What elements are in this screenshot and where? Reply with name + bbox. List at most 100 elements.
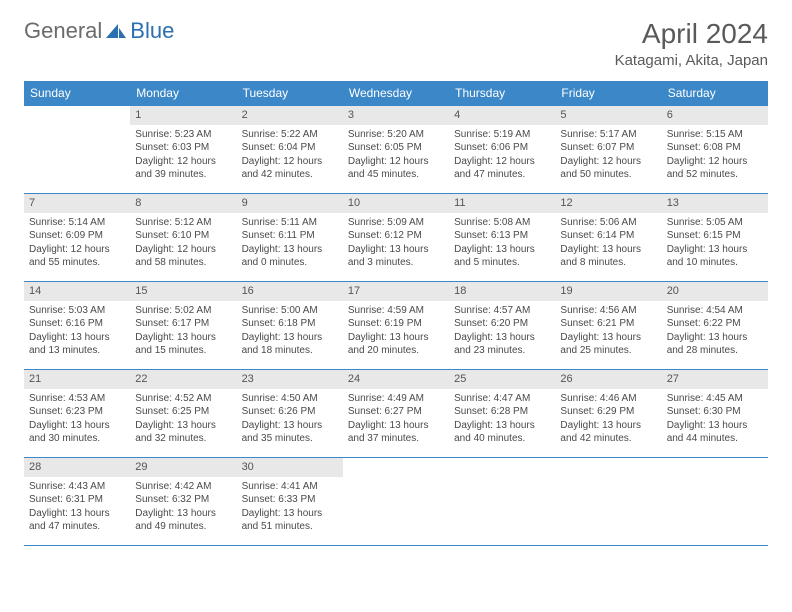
calendar-day-cell: 16 Sunrise: 5:00 AM Sunset: 6:18 PM Dayli… bbox=[237, 282, 343, 370]
day-number: 18 bbox=[449, 282, 555, 301]
calendar-week-row: 28 Sunrise: 4:43 AM Sunset: 6:31 PM Dayli… bbox=[24, 458, 768, 546]
day-detail-text: Sunrise: 4:59 AM Sunset: 6:19 PM Dayligh… bbox=[348, 304, 444, 358]
day-number: 10 bbox=[343, 194, 449, 213]
day-detail-text: Sunrise: 5:15 AM Sunset: 6:08 PM Dayligh… bbox=[667, 128, 763, 182]
day-detail-text: Sunrise: 4:46 AM Sunset: 6:29 PM Dayligh… bbox=[560, 392, 656, 446]
calendar-day-cell: 6 Sunrise: 5:15 AM Sunset: 6:08 PM Daylig… bbox=[662, 106, 768, 194]
day-detail-text: Sunrise: 4:41 AM Sunset: 6:33 PM Dayligh… bbox=[242, 480, 338, 534]
calendar-day-cell: 22Sunrise: 4:52 AM Sunset: 6:25 PM Dayli… bbox=[130, 370, 236, 458]
calendar-week-row: 21 Sunrise: 4:53 AM Sunset: 6:23 PM Dayli… bbox=[24, 370, 768, 458]
calendar-day-cell bbox=[662, 458, 768, 546]
calendar-day-cell: 3 Sunrise: 5:20 AM Sunset: 6:05 PM Daylig… bbox=[343, 106, 449, 194]
calendar-day-cell: 1 Sunrise: 5:23 AM Sunset: 6:03 PM Daylig… bbox=[130, 106, 236, 194]
day-detail-text: Sunrise: 5:11 AM Sunset: 6:11 PM Dayligh… bbox=[242, 216, 338, 270]
day-detail-text: Sunrise: 4:50 AM Sunset: 6:26 PM Dayligh… bbox=[242, 392, 338, 446]
day-number: 2 bbox=[237, 106, 343, 125]
brand-text-part2: Blue bbox=[130, 18, 174, 44]
day-detail-text: Sunrise: 5:05 AM Sunset: 6:15 PM Dayligh… bbox=[667, 216, 763, 270]
day-detail-text: Sunrise: 4:47 AM Sunset: 6:28 PM Dayligh… bbox=[454, 392, 550, 446]
day-number: 6 bbox=[662, 106, 768, 125]
calendar-week-row: 1 Sunrise: 5:23 AM Sunset: 6:03 PM Daylig… bbox=[24, 106, 768, 194]
day-number: 13 bbox=[662, 194, 768, 213]
day-number: 29 bbox=[130, 458, 236, 477]
calendar-day-cell: 9 Sunrise: 5:11 AM Sunset: 6:11 PM Daylig… bbox=[237, 194, 343, 282]
day-number: 25 bbox=[449, 370, 555, 389]
day-number: 12 bbox=[555, 194, 661, 213]
day-detail-text: Sunrise: 5:03 AM Sunset: 6:16 PM Dayligh… bbox=[29, 304, 125, 358]
day-header: Saturday bbox=[662, 81, 768, 106]
calendar-week-row: 14 Sunrise: 5:03 AM Sunset: 6:16 PM Dayli… bbox=[24, 282, 768, 370]
day-detail-text: Sunrise: 4:45 AM Sunset: 6:30 PM Dayligh… bbox=[667, 392, 763, 446]
day-number: 17 bbox=[343, 282, 449, 301]
day-number: 28 bbox=[24, 458, 130, 477]
calendar-day-cell: 14 Sunrise: 5:03 AM Sunset: 6:16 PM Dayli… bbox=[24, 282, 130, 370]
day-number: 27 bbox=[662, 370, 768, 389]
calendar-day-cell: 24Sunrise: 4:49 AM Sunset: 6:27 PM Dayli… bbox=[343, 370, 449, 458]
day-header: Sunday bbox=[24, 81, 130, 106]
calendar-day-cell: 23 Sunrise: 4:50 AM Sunset: 6:26 PM Dayli… bbox=[237, 370, 343, 458]
calendar-week-row: 7 Sunrise: 5:14 AM Sunset: 6:09 PM Daylig… bbox=[24, 194, 768, 282]
calendar-day-cell: 10 Sunrise: 5:09 AM Sunset: 6:12 PM Dayli… bbox=[343, 194, 449, 282]
calendar-day-cell: 27 Sunrise: 4:45 AM Sunset: 6:30 PM Dayli… bbox=[662, 370, 768, 458]
title-block: April 2024 Katagami, Akita, Japan bbox=[615, 18, 768, 69]
day-number: 22 bbox=[130, 370, 236, 389]
calendar-day-cell: 30 Sunrise: 4:41 AM Sunset: 6:33 PM Dayli… bbox=[237, 458, 343, 546]
day-number: 3 bbox=[343, 106, 449, 125]
day-detail-text: Sunrise: 5:00 AM Sunset: 6:18 PM Dayligh… bbox=[242, 304, 338, 358]
day-detail-text: Sunrise: 5:12 AM Sunset: 6:10 PM Dayligh… bbox=[135, 216, 231, 270]
day-header: Tuesday bbox=[237, 81, 343, 106]
calendar-day-cell: 20 Sunrise: 4:54 AM Sunset: 6:22 PM Dayli… bbox=[662, 282, 768, 370]
day-header-row: Sunday Monday Tuesday Wednesday Thursday… bbox=[24, 81, 768, 106]
calendar-day-cell: 5 Sunrise: 5:17 AM Sunset: 6:07 PM Daylig… bbox=[555, 106, 661, 194]
day-number: 23 bbox=[237, 370, 343, 389]
calendar-day-cell: 25 Sunrise: 4:47 AM Sunset: 6:28 PM Dayli… bbox=[449, 370, 555, 458]
day-detail-text: Sunrise: 4:42 AM Sunset: 6:32 PM Dayligh… bbox=[135, 480, 231, 534]
day-detail-text: Sunrise: 5:17 AM Sunset: 6:07 PM Dayligh… bbox=[560, 128, 656, 182]
calendar-day-cell: 13 Sunrise: 5:05 AM Sunset: 6:15 PM Dayli… bbox=[662, 194, 768, 282]
day-detail-text: Sunrise: 5:06 AM Sunset: 6:14 PM Dayligh… bbox=[560, 216, 656, 270]
calendar-day-cell: 7 Sunrise: 5:14 AM Sunset: 6:09 PM Daylig… bbox=[24, 194, 130, 282]
day-number: 7 bbox=[24, 194, 130, 213]
day-number: 11 bbox=[449, 194, 555, 213]
calendar-day-cell: 11 Sunrise: 5:08 AM Sunset: 6:13 PM Dayli… bbox=[449, 194, 555, 282]
day-detail-text: Sunrise: 5:09 AM Sunset: 6:12 PM Dayligh… bbox=[348, 216, 444, 270]
calendar-day-cell: 4Sunrise: 5:19 AM Sunset: 6:06 PM Daylig… bbox=[449, 106, 555, 194]
calendar-day-cell: 26 Sunrise: 4:46 AM Sunset: 6:29 PM Dayli… bbox=[555, 370, 661, 458]
location-text: Katagami, Akita, Japan bbox=[615, 52, 768, 69]
day-number: 8 bbox=[130, 194, 236, 213]
calendar-day-cell: 29 Sunrise: 4:42 AM Sunset: 6:32 PM Dayli… bbox=[130, 458, 236, 546]
day-detail-text: Sunrise: 4:53 AM Sunset: 6:23 PM Dayligh… bbox=[29, 392, 125, 446]
day-detail-text: Sunrise: 4:43 AM Sunset: 6:31 PM Dayligh… bbox=[29, 480, 125, 534]
day-number: 20 bbox=[662, 282, 768, 301]
day-detail-text: Sunrise: 5:19 AM Sunset: 6:06 PM Dayligh… bbox=[454, 128, 550, 182]
calendar-day-cell: 12 Sunrise: 5:06 AM Sunset: 6:14 PM Dayli… bbox=[555, 194, 661, 282]
day-detail-text: Sunrise: 5:14 AM Sunset: 6:09 PM Dayligh… bbox=[29, 216, 125, 270]
day-number: 30 bbox=[237, 458, 343, 477]
day-number: 5 bbox=[555, 106, 661, 125]
calendar-day-cell: 8 Sunrise: 5:12 AM Sunset: 6:10 PM Daylig… bbox=[130, 194, 236, 282]
calendar-day-cell: 21 Sunrise: 4:53 AM Sunset: 6:23 PM Dayli… bbox=[24, 370, 130, 458]
day-detail-text: Sunrise: 5:23 AM Sunset: 6:03 PM Dayligh… bbox=[135, 128, 231, 182]
calendar-day-cell bbox=[24, 106, 130, 194]
page-header: General Blue April 2024 Katagami, Akita,… bbox=[24, 18, 768, 69]
day-detail-text: Sunrise: 5:22 AM Sunset: 6:04 PM Dayligh… bbox=[242, 128, 338, 182]
day-number: 9 bbox=[237, 194, 343, 213]
day-detail-text: Sunrise: 5:20 AM Sunset: 6:05 PM Dayligh… bbox=[348, 128, 444, 182]
day-number: 26 bbox=[555, 370, 661, 389]
day-detail-text: Sunrise: 5:08 AM Sunset: 6:13 PM Dayligh… bbox=[454, 216, 550, 270]
day-detail-text: Sunrise: 4:49 AM Sunset: 6:27 PM Dayligh… bbox=[348, 392, 444, 446]
day-number: 1 bbox=[130, 106, 236, 125]
calendar-table: Sunday Monday Tuesday Wednesday Thursday… bbox=[24, 81, 768, 546]
day-number: 21 bbox=[24, 370, 130, 389]
day-number: 16 bbox=[237, 282, 343, 301]
month-title: April 2024 bbox=[615, 18, 768, 50]
calendar-day-cell: 19Sunrise: 4:56 AM Sunset: 6:21 PM Dayli… bbox=[555, 282, 661, 370]
day-detail-text: Sunrise: 5:02 AM Sunset: 6:17 PM Dayligh… bbox=[135, 304, 231, 358]
day-detail-text: Sunrise: 4:56 AM Sunset: 6:21 PM Dayligh… bbox=[560, 304, 656, 358]
calendar-day-cell: 15Sunrise: 5:02 AM Sunset: 6:17 PM Dayli… bbox=[130, 282, 236, 370]
day-number: 14 bbox=[24, 282, 130, 301]
day-header: Monday bbox=[130, 81, 236, 106]
calendar-day-cell: 17 Sunrise: 4:59 AM Sunset: 6:19 PM Dayli… bbox=[343, 282, 449, 370]
calendar-day-cell bbox=[343, 458, 449, 546]
day-detail-text: Sunrise: 4:54 AM Sunset: 6:22 PM Dayligh… bbox=[667, 304, 763, 358]
